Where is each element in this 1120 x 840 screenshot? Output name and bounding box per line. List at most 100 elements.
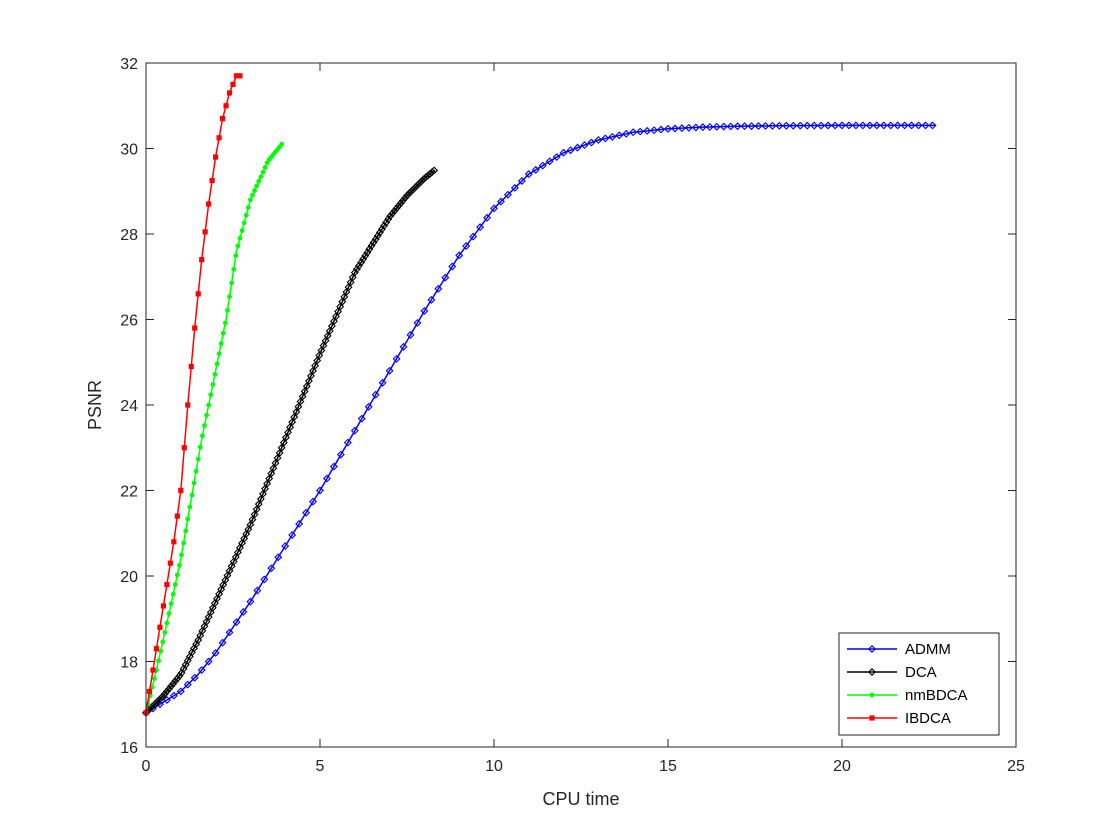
data-point-admm	[789, 121, 798, 130]
data-point-nmbdca	[177, 562, 182, 568]
data-point-nmbdca	[168, 601, 174, 607]
data-point-ibdca	[192, 325, 198, 331]
data-point-ibdca	[216, 135, 222, 141]
data-point-dca	[415, 179, 424, 188]
data-point-dca	[286, 423, 295, 432]
data-point-admm	[775, 121, 784, 130]
data-point-admm	[747, 122, 756, 131]
data-point-dca	[413, 181, 422, 190]
data-point-dca	[284, 428, 292, 437]
data-point-nmbdca	[202, 423, 207, 428]
data-point-dca	[267, 469, 276, 478]
legend-marker-nmbdca	[869, 692, 875, 698]
legend: ADMM DCA nmBDCA IBDCA	[838, 632, 1000, 736]
data-point-admm	[573, 143, 582, 152]
data-point-dca	[354, 261, 363, 270]
data-point-admm	[162, 695, 171, 704]
data-point-admm	[608, 132, 617, 141]
data-point-nmbdca	[252, 188, 257, 193]
data-point-dca	[304, 377, 313, 386]
data-point-dca	[428, 168, 437, 177]
data-point-dca	[371, 235, 380, 244]
data-point-admm	[357, 414, 366, 423]
data-point-nmbdca	[185, 516, 191, 522]
data-point-dca	[384, 215, 393, 224]
data-point-admm	[274, 553, 283, 562]
data-point-admm	[295, 519, 304, 528]
data-point-admm	[267, 564, 276, 573]
data-point-dca	[154, 696, 163, 705]
data-point-admm	[629, 128, 638, 137]
data-point-dca	[394, 201, 403, 210]
data-point-nmbdca	[250, 192, 255, 198]
data-point-nmbdca	[279, 141, 285, 147]
data-point-admm	[211, 648, 220, 657]
data-point-admm	[594, 135, 603, 144]
y-tick-label: 18	[120, 655, 138, 672]
data-point-nmbdca	[160, 639, 166, 645]
data-point-dca	[377, 225, 386, 234]
data-point-admm	[601, 134, 610, 143]
data-point-nmbdca	[164, 620, 170, 626]
data-point-dca	[162, 687, 171, 696]
data-point-nmbdca	[227, 294, 232, 300]
data-point-ibdca	[237, 73, 243, 79]
data-point-dca	[254, 500, 263, 509]
data-point-dca	[294, 402, 303, 411]
data-point-admm	[754, 122, 763, 130]
data-point-dca	[164, 684, 173, 693]
data-point-admm	[517, 177, 526, 185]
data-point-admm	[371, 390, 380, 399]
data-point-dca	[373, 231, 382, 240]
data-point-admm	[851, 121, 860, 130]
data-point-nmbdca	[174, 572, 180, 578]
data-point-admm	[399, 342, 408, 351]
data-point-admm	[587, 138, 596, 147]
data-point-dca	[158, 692, 167, 701]
data-point-nmbdca	[199, 433, 205, 439]
series-dca	[142, 166, 439, 717]
data-point-dca	[375, 228, 384, 237]
data-point-dca	[292, 407, 301, 416]
data-point-admm	[329, 462, 338, 471]
data-point-admm	[531, 165, 540, 174]
data-point-nmbdca	[166, 611, 172, 616]
data-point-admm	[490, 204, 498, 213]
data-point-dca	[252, 505, 261, 514]
data-point-admm	[496, 197, 505, 206]
data-point-admm	[907, 121, 916, 130]
data-point-admm	[378, 378, 387, 387]
x-tick-label: 25	[1007, 758, 1025, 775]
data-point-admm	[893, 121, 902, 130]
legend-marker-admm	[868, 645, 876, 653]
data-point-dca	[263, 479, 272, 488]
data-point-dca	[396, 199, 405, 208]
data-point-dca	[150, 700, 159, 709]
data-point-dca	[306, 371, 315, 380]
data-point-admm	[719, 122, 728, 131]
legend-label-dca: DCA	[905, 664, 937, 681]
data-point-admm	[246, 597, 255, 606]
data-point-nmbdca	[245, 205, 251, 210]
data-point-nmbdca	[222, 320, 228, 326]
data-point-admm	[322, 474, 331, 483]
data-point-dca	[302, 382, 311, 391]
data-point-admm	[761, 121, 770, 130]
data-point-ibdca	[167, 560, 173, 566]
data-point-admm	[768, 121, 777, 130]
data-point-admm	[260, 575, 269, 584]
data-point-ibdca	[185, 402, 191, 408]
data-point-admm	[872, 121, 881, 130]
data-point-nmbdca	[162, 630, 168, 635]
data-point-admm	[691, 123, 700, 132]
data-point-admm	[197, 666, 206, 675]
data-point-admm	[643, 126, 652, 135]
data-point-nmbdca	[258, 174, 264, 180]
data-point-dca	[146, 704, 155, 713]
data-point-admm	[455, 251, 464, 260]
data-point-admm	[204, 657, 213, 666]
y-tick-label: 16	[120, 740, 138, 757]
data-point-ibdca	[153, 646, 160, 652]
data-point-ibdca	[223, 103, 229, 109]
data-point-admm	[476, 223, 485, 232]
